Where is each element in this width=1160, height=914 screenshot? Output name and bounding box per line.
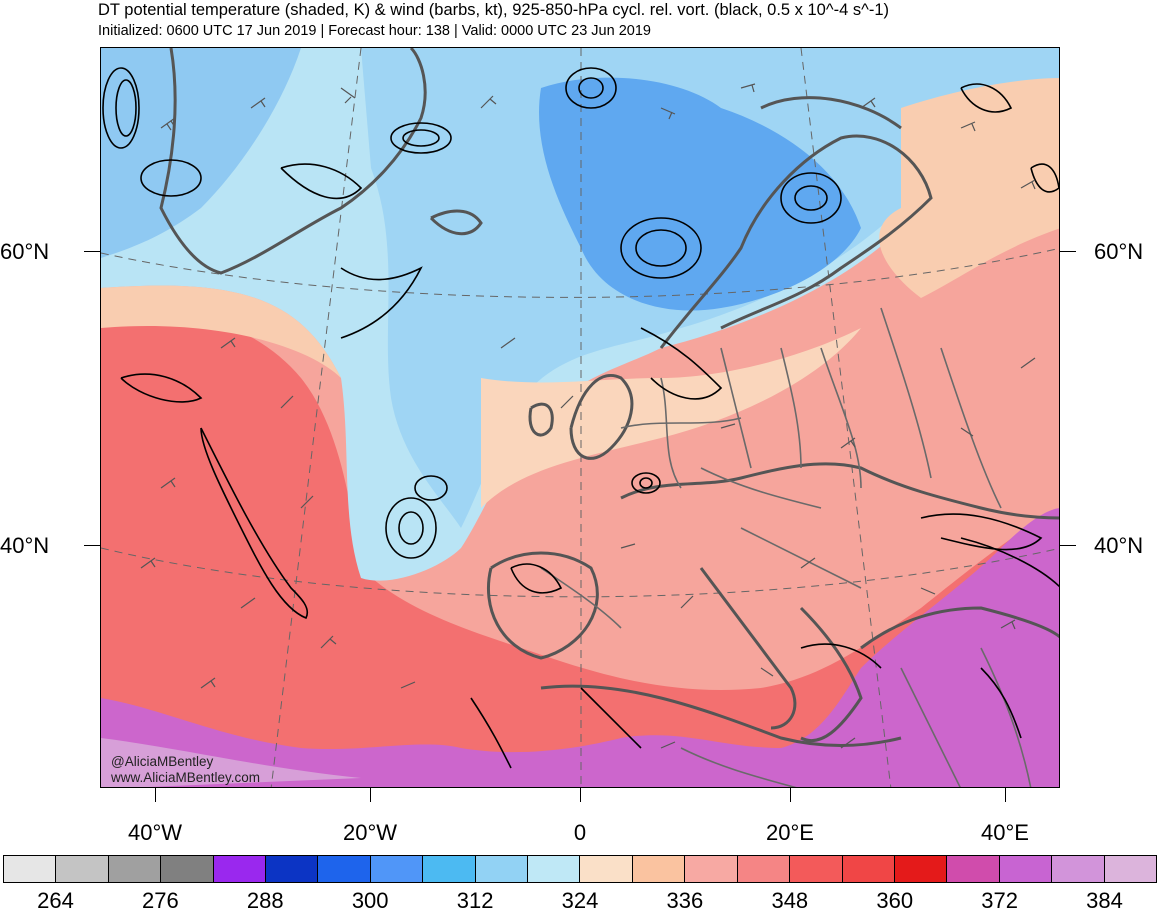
colorbar-swatch <box>266 856 319 882</box>
colorbar-swatch <box>1104 856 1156 882</box>
colorbar-label: 324 <box>561 888 599 913</box>
lon-tick <box>580 788 581 802</box>
map-subtitle: Initialized: 0600 UTC 17 Jun 2019 | Fore… <box>98 23 651 39</box>
colorbar-swatch <box>842 856 895 882</box>
shading-greenland-cool <box>101 48 301 258</box>
weather-map: @AliciaMBentley www.AliciaMBentley.com <box>100 47 1060 788</box>
colorbar-swatch <box>1052 856 1105 882</box>
lon-label-40e: 40°E <box>981 820 1029 845</box>
shading-peach-central <box>481 328 861 508</box>
colorbar-swatch <box>894 856 948 882</box>
lat-label-40n-left: 40°N <box>0 533 50 558</box>
colorbar-swatch <box>475 856 529 882</box>
shading-peach-west <box>101 285 341 378</box>
shading-warm-red <box>101 310 1059 787</box>
shading-cold-core <box>539 77 861 311</box>
colorbar-swatch <box>999 856 1053 882</box>
map-canvas: @AliciaMBentley www.AliciaMBentley.com <box>101 48 1059 787</box>
vorticity-contours <box>102 67 1059 769</box>
colorbar-swatch <box>213 856 267 882</box>
colorbar-label: 312 <box>456 888 494 913</box>
colorbar <box>3 855 1157 883</box>
colorbar-swatch <box>161 856 214 882</box>
lat-tick <box>84 251 100 252</box>
colorbar-swatch <box>4 856 57 882</box>
colorbar-swatch <box>370 856 424 882</box>
colorbar-label: 348 <box>771 888 809 913</box>
credit-handle: @AliciaMBentley <box>111 754 213 769</box>
colorbar-label: 384 <box>1086 888 1123 913</box>
lon-tick <box>790 788 791 802</box>
colorbar-swatch <box>737 856 791 882</box>
map-title: DT potential temperature (shaded, K) & w… <box>98 1 890 19</box>
colorbar-label: 336 <box>666 888 704 913</box>
lon-tick <box>155 788 156 802</box>
colorbar-swatch <box>685 856 738 882</box>
colorbar-label: 264 <box>37 888 74 913</box>
colorbar-label: 300 <box>351 888 389 913</box>
shading-peach-east <box>879 78 1059 298</box>
colorbar-label: 360 <box>876 888 914 913</box>
shading-hot-light-purple <box>101 738 361 787</box>
lon-label-0: 0 <box>573 820 587 845</box>
wind-barbs <box>140 83 1036 749</box>
lon-tick <box>370 788 371 802</box>
colorbar-swatch <box>790 856 843 882</box>
colorbar-swatch <box>528 856 581 882</box>
lat-tick <box>84 545 100 546</box>
lon-tick <box>1005 788 1006 802</box>
colorbar-label: 288 <box>246 888 284 913</box>
colorbar-label: 276 <box>142 888 179 913</box>
lat-tick <box>1060 251 1076 252</box>
lat-tick <box>1060 545 1076 546</box>
colorbar-swatch <box>108 856 162 882</box>
lon-label-40w: 40°W <box>127 820 183 845</box>
colorbar-label: 372 <box>981 888 1018 913</box>
lat-label-40n-right: 40°N <box>1094 533 1144 558</box>
colorbar-swatch <box>56 856 109 882</box>
colorbar-swatch <box>947 856 1000 882</box>
lon-label-20w: 20°W <box>342 820 398 845</box>
graticule <box>101 48 1059 787</box>
lat-label-60n-right: 60°N <box>1094 239 1144 264</box>
coastlines <box>159 48 1059 747</box>
credit-site: www.AliciaMBentley.com <box>110 770 260 785</box>
lon-label-20e: 20°E <box>766 820 814 845</box>
colorbar-swatch <box>423 856 476 882</box>
colorbar-swatch <box>318 856 371 882</box>
lat-label-60n-left: 60°N <box>0 239 50 264</box>
colorbar-swatch <box>632 856 686 882</box>
country-borders <box>540 307 1032 787</box>
colorbar-swatch <box>580 856 633 882</box>
